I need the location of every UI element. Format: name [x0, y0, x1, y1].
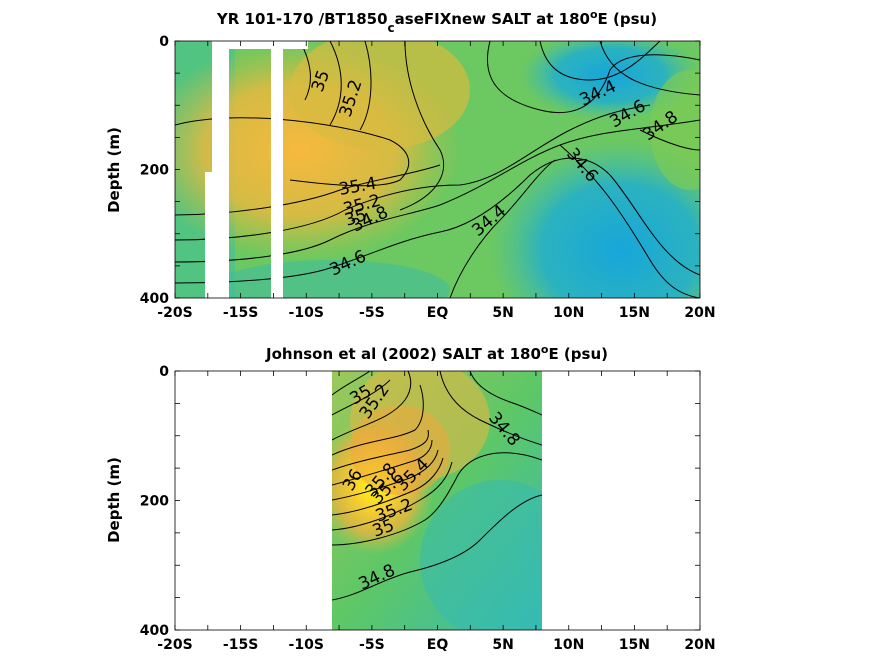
- x-tick-label: 5N: [492, 637, 513, 653]
- y-tick-label: 0: [159, 34, 169, 50]
- y-tick-label: 400: [140, 291, 169, 307]
- y-tick-label: 400: [140, 623, 169, 639]
- x-tick-label: -10S: [289, 637, 324, 653]
- x-tick-label: 10N: [553, 637, 584, 653]
- panel-bottom-title: Johnson et al (2002) SALT at 180oE (psu): [265, 343, 608, 363]
- panel-bottom-contours: [332, 371, 542, 601]
- x-tick-label: EQ: [427, 305, 449, 321]
- x-tick-label: -5S: [359, 637, 385, 653]
- x-tick-label: -20S: [157, 305, 192, 321]
- x-tick-label: 15N: [619, 305, 650, 321]
- x-tick-label: -5S: [359, 305, 385, 321]
- panel-top: YR 101-170 /BT1850caseFIXnew SALT at 180…: [105, 8, 716, 321]
- panel-bottom-ylabel: Depth (m): [105, 457, 123, 543]
- y-tick-label: 200: [140, 494, 169, 510]
- x-tick-label: 5N: [492, 305, 513, 321]
- x-tick-label: -15S: [223, 305, 258, 321]
- y-tick-label: 200: [140, 163, 169, 179]
- x-tick-label: -20S: [157, 637, 192, 653]
- x-tick-label: -10S: [289, 305, 324, 321]
- x-tick-label: 15N: [619, 637, 650, 653]
- x-tick-label: 10N: [553, 305, 584, 321]
- x-tick-label: 20N: [684, 305, 715, 321]
- panel-top-contours: [175, 41, 700, 298]
- panel-top-ticks: -20S -15S -10S -5S EQ 5N 10N 15N 20N 0 200 400: [140, 34, 716, 321]
- panel-top-title: YR 101-170 /BT1850caseFIXnew SALT at 180…: [216, 8, 657, 35]
- panel-bottom: Johnson et al (2002) SALT at 180oE (psu): [105, 343, 716, 653]
- y-tick-label: 0: [159, 364, 169, 380]
- panel-top-field: [175, 41, 700, 298]
- x-tick-label: EQ: [427, 637, 449, 653]
- panel-bottom-ticks: -20S -15S -10S -5S EQ 5N 10N 15N 20N 0 200 400: [140, 364, 716, 653]
- x-tick-label: 20N: [684, 637, 715, 653]
- panel-bottom-field: [332, 371, 542, 630]
- x-tick-label: -15S: [223, 637, 258, 653]
- panel-top-ylabel: Depth (m): [105, 127, 123, 213]
